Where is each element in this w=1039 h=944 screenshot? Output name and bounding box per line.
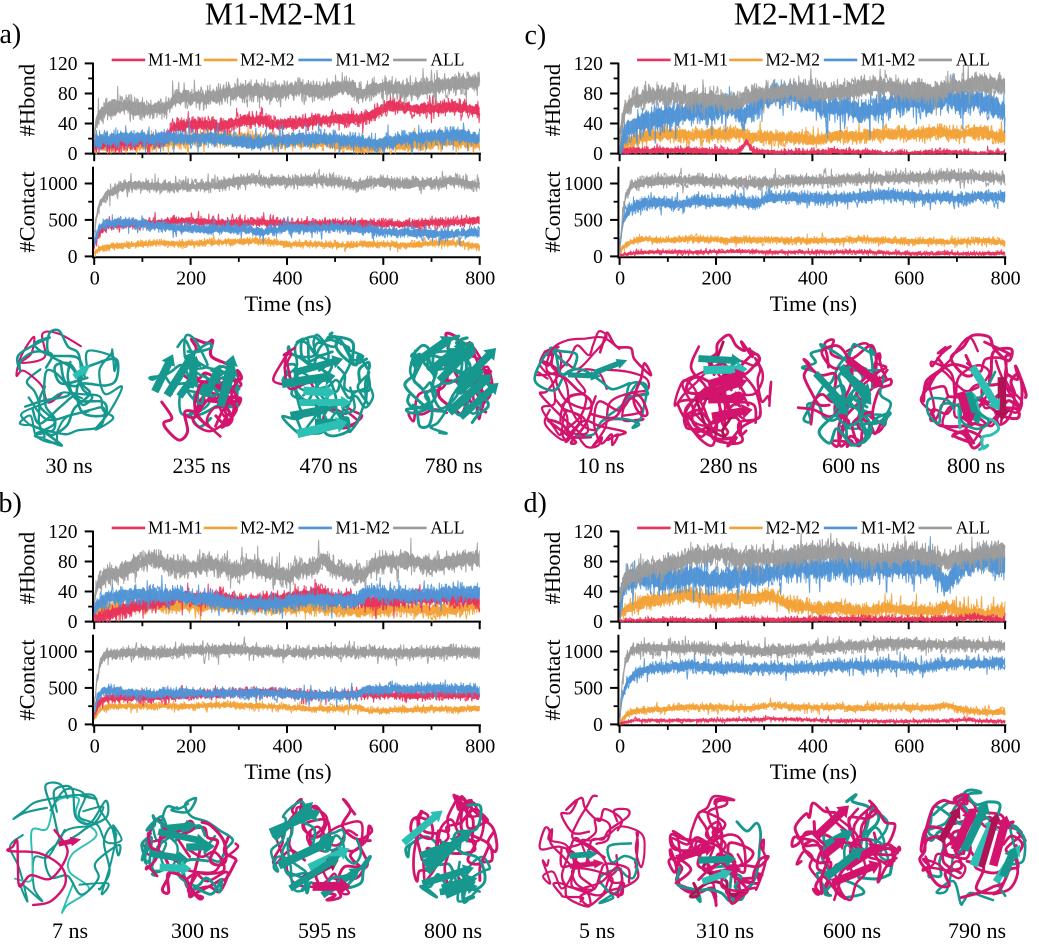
svg-text:600 ns: 600 ns bbox=[823, 918, 881, 943]
svg-text:ALL: ALL bbox=[430, 518, 464, 538]
svg-text:500: 500 bbox=[48, 678, 77, 699]
svg-text:470 ns: 470 ns bbox=[299, 453, 357, 478]
svg-text:200: 200 bbox=[702, 268, 732, 290]
svg-text:a): a) bbox=[0, 19, 21, 50]
svg-text:1000: 1000 bbox=[39, 642, 78, 663]
svg-text:d): d) bbox=[524, 488, 547, 519]
svg-text:M1-M2: M1-M2 bbox=[336, 50, 390, 70]
svg-text:80: 80 bbox=[583, 84, 603, 105]
svg-text:M1-M2: M1-M2 bbox=[861, 518, 915, 538]
svg-text:800 ns: 800 ns bbox=[424, 918, 482, 943]
svg-text:40: 40 bbox=[583, 582, 603, 603]
svg-text:1000: 1000 bbox=[39, 174, 78, 195]
svg-text:310 ns: 310 ns bbox=[696, 918, 754, 943]
svg-text:7 ns: 7 ns bbox=[52, 918, 88, 943]
svg-text:780 ns: 780 ns bbox=[424, 453, 482, 478]
svg-text:280 ns: 280 ns bbox=[699, 453, 757, 478]
svg-text:200: 200 bbox=[176, 736, 206, 758]
svg-text:400: 400 bbox=[273, 736, 303, 758]
svg-text:M1-M1: M1-M1 bbox=[148, 50, 202, 70]
svg-text:120: 120 bbox=[48, 522, 77, 543]
svg-text:800: 800 bbox=[991, 736, 1021, 758]
svg-text:0: 0 bbox=[68, 612, 78, 633]
svg-text:#Contact: #Contact bbox=[15, 639, 40, 721]
svg-text:300 ns: 300 ns bbox=[171, 918, 229, 943]
svg-text:120: 120 bbox=[574, 522, 603, 543]
svg-text:M1-M1: M1-M1 bbox=[673, 518, 727, 538]
svg-text:Time (ns): Time (ns) bbox=[244, 759, 331, 784]
svg-text:800: 800 bbox=[465, 736, 495, 758]
svg-text:1000: 1000 bbox=[564, 174, 603, 195]
svg-text:0: 0 bbox=[593, 715, 603, 736]
svg-text:500: 500 bbox=[574, 678, 603, 699]
svg-text:#Contact: #Contact bbox=[540, 171, 565, 253]
svg-text:40: 40 bbox=[58, 114, 78, 135]
svg-text:600: 600 bbox=[894, 736, 924, 758]
svg-text:595 ns: 595 ns bbox=[298, 918, 356, 943]
svg-text:Time (ns): Time (ns) bbox=[770, 759, 857, 784]
svg-text:400: 400 bbox=[273, 268, 303, 290]
svg-text:400: 400 bbox=[798, 736, 828, 758]
svg-text:#Hbond: #Hbond bbox=[540, 64, 565, 137]
svg-text:0: 0 bbox=[615, 268, 625, 290]
svg-text:80: 80 bbox=[583, 552, 603, 573]
svg-text:80: 80 bbox=[58, 552, 78, 573]
svg-text:500: 500 bbox=[48, 210, 77, 231]
svg-text:40: 40 bbox=[583, 114, 603, 135]
svg-text:ALL: ALL bbox=[430, 50, 464, 70]
svg-text:200: 200 bbox=[702, 736, 732, 758]
svg-text:ALL: ALL bbox=[956, 518, 990, 538]
svg-text:0: 0 bbox=[593, 144, 603, 165]
svg-text:#Hbond: #Hbond bbox=[540, 532, 565, 605]
svg-text:0: 0 bbox=[90, 736, 100, 758]
svg-text:M2-M2: M2-M2 bbox=[240, 50, 294, 70]
svg-text:800: 800 bbox=[991, 268, 1021, 290]
svg-text:120: 120 bbox=[48, 54, 77, 75]
svg-text:10 ns: 10 ns bbox=[577, 453, 624, 478]
svg-text:M2-M2: M2-M2 bbox=[240, 518, 294, 538]
svg-text:235 ns: 235 ns bbox=[172, 453, 230, 478]
svg-text:Time (ns): Time (ns) bbox=[770, 291, 857, 316]
svg-text:500: 500 bbox=[574, 210, 603, 231]
svg-text:600: 600 bbox=[894, 268, 924, 290]
svg-text:0: 0 bbox=[593, 247, 603, 268]
svg-text:5 ns: 5 ns bbox=[579, 918, 615, 943]
svg-text:40: 40 bbox=[58, 582, 78, 603]
svg-text:#Contact: #Contact bbox=[15, 171, 40, 253]
svg-text:800 ns: 800 ns bbox=[947, 453, 1005, 478]
svg-text:0: 0 bbox=[90, 268, 100, 290]
svg-text:0: 0 bbox=[68, 247, 78, 268]
svg-text:Time (ns): Time (ns) bbox=[244, 291, 331, 316]
svg-text:0: 0 bbox=[593, 612, 603, 633]
svg-text:0: 0 bbox=[615, 736, 625, 758]
svg-text:M2-M2: M2-M2 bbox=[766, 50, 820, 70]
svg-text:200: 200 bbox=[176, 268, 206, 290]
svg-text:0: 0 bbox=[68, 144, 78, 165]
svg-text:1000: 1000 bbox=[564, 642, 603, 663]
svg-text:M1-M1: M1-M1 bbox=[148, 518, 202, 538]
svg-text:M2-M2: M2-M2 bbox=[766, 518, 820, 538]
svg-text:120: 120 bbox=[574, 54, 603, 75]
svg-text:0: 0 bbox=[68, 715, 78, 736]
svg-text:#Hbond: #Hbond bbox=[15, 64, 40, 137]
svg-text:M1-M2: M1-M2 bbox=[861, 50, 915, 70]
svg-text:c): c) bbox=[525, 20, 547, 51]
svg-text:790 ns: 790 ns bbox=[948, 918, 1006, 943]
svg-text:#Hbond: #Hbond bbox=[15, 532, 40, 605]
svg-text:ALL: ALL bbox=[956, 50, 990, 70]
svg-text:800: 800 bbox=[465, 268, 495, 290]
svg-text:b): b) bbox=[0, 488, 22, 519]
svg-text:600: 600 bbox=[369, 268, 399, 290]
svg-text:M1-M1: M1-M1 bbox=[673, 50, 727, 70]
svg-text:#Contact: #Contact bbox=[540, 639, 565, 721]
svg-text:30 ns: 30 ns bbox=[45, 453, 92, 478]
svg-text:80: 80 bbox=[58, 84, 78, 105]
svg-text:600: 600 bbox=[369, 736, 399, 758]
svg-text:M2-M1-M2: M2-M1-M2 bbox=[734, 0, 886, 32]
svg-text:600 ns: 600 ns bbox=[822, 453, 880, 478]
svg-text:M1-M2: M1-M2 bbox=[336, 518, 390, 538]
svg-text:M1-M2-M1: M1-M2-M1 bbox=[205, 0, 357, 32]
svg-text:400: 400 bbox=[798, 268, 828, 290]
